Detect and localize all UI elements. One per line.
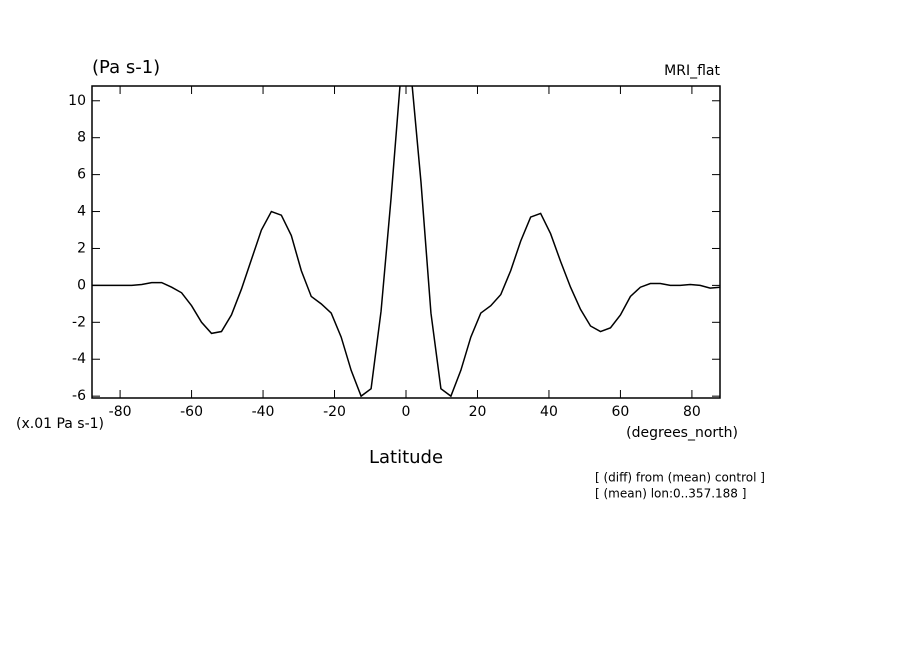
annotation: [ (diff) from (mean) control ]: [595, 471, 765, 485]
y-tick-label: 4: [77, 204, 86, 220]
x-tick-label: 40: [540, 404, 558, 420]
y-tick-label: 0: [77, 277, 86, 293]
y-tick-label: 10: [68, 93, 86, 109]
unit-label: (x.01 Pa s-1): [16, 416, 104, 432]
x-tick-label: -60: [180, 404, 203, 420]
y-tick-label: 6: [77, 167, 86, 183]
x-tick-label: 60: [612, 404, 630, 420]
y-tick-label: -4: [72, 351, 86, 367]
y-tick-label: -6: [72, 388, 86, 404]
y-tick-label: 8: [77, 130, 86, 146]
data-line: [92, 86, 720, 398]
x-tick-label: 0: [402, 404, 411, 420]
x-tick-label: -80: [109, 404, 132, 420]
chart-subtitle: MRI_flat: [664, 63, 720, 79]
x-tick-label: 20: [469, 404, 487, 420]
x-tick-label: -20: [323, 404, 346, 420]
x-axis-label: Latitude: [369, 447, 443, 468]
x-tick-label: -40: [252, 404, 275, 420]
plot-frame: [91, 85, 721, 399]
x-tick-label: 80: [683, 404, 701, 420]
chart-title: (Pa s-1): [92, 57, 160, 78]
y-tick-label: -2: [72, 314, 86, 330]
annotation: [ (mean) lon:0..357.188 ]: [595, 487, 746, 501]
x-unit-label: (degrees_north): [626, 425, 738, 441]
y-tick-label: 2: [77, 240, 86, 256]
